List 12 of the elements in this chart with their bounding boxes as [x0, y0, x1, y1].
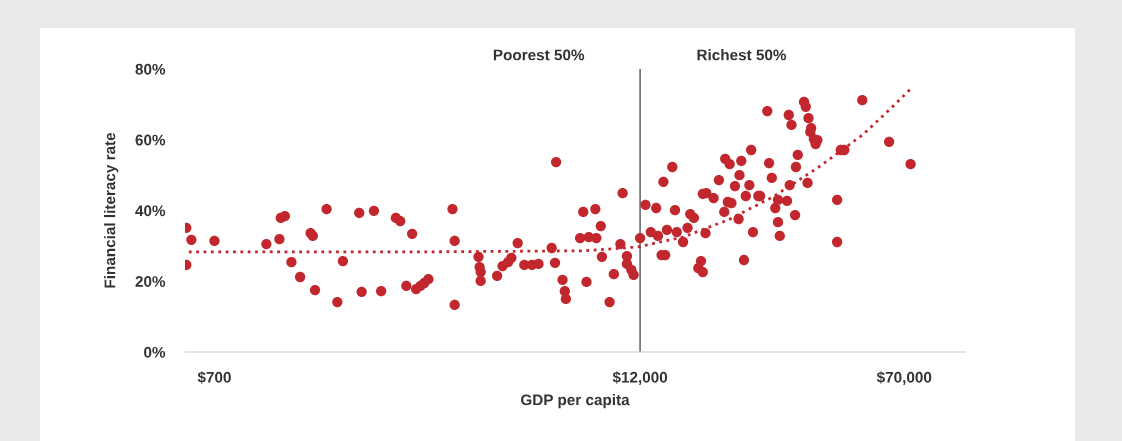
y-tick-label: 0%: [144, 346, 166, 358]
x-tick-label: $12,000: [612, 371, 668, 385]
x-tick-label: $70,000: [876, 371, 932, 385]
y-axis-title: Financial literacy rate: [104, 132, 119, 288]
x-tick-label: $700: [197, 371, 231, 384]
y-tick-label: 20%: [135, 276, 166, 287]
y-tick-label: 60%: [135, 134, 166, 146]
y-tick-label: 40%: [135, 205, 166, 217]
text: Richest 50%: [697, 49, 787, 61]
y-tick-label: 80%: [135, 63, 166, 75]
text: Poorest 50%: [493, 49, 585, 61]
x-axis-title: GDP per capita: [521, 394, 630, 409]
